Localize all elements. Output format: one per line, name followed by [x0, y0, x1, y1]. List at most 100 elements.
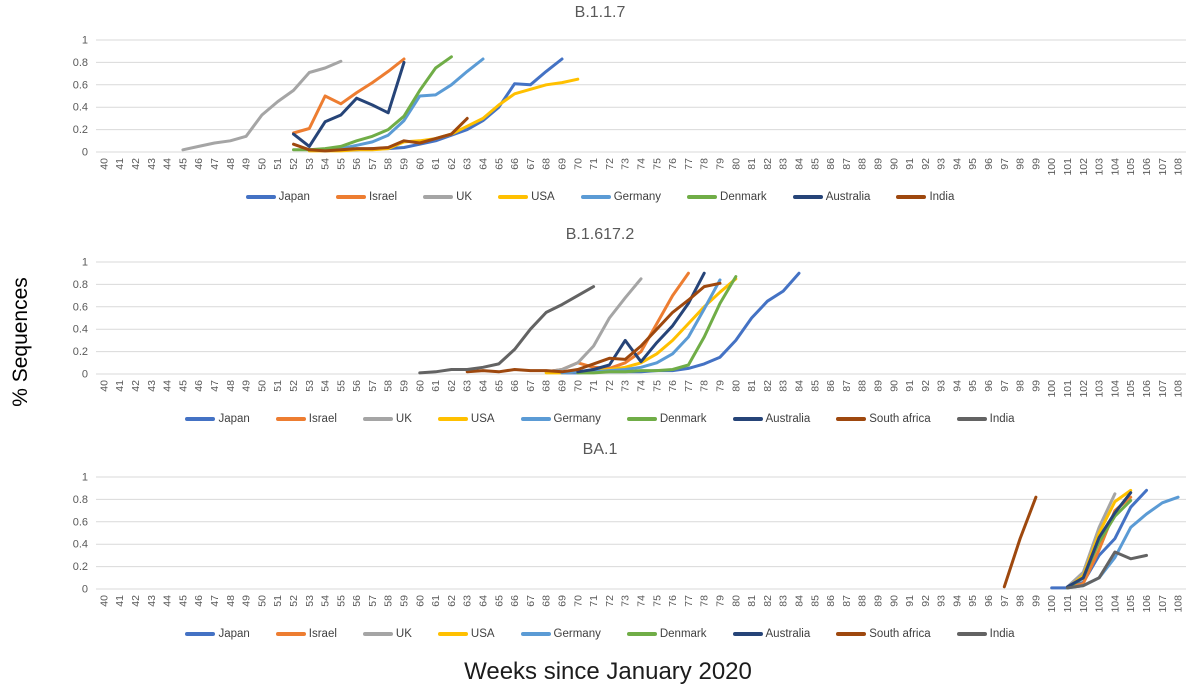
- series-line-india: [292, 116, 469, 153]
- legend-label: UK: [395, 413, 412, 425]
- x-tick-label: 74: [636, 595, 648, 607]
- x-tick-label: 73: [620, 595, 632, 607]
- x-tick-label: 71: [588, 380, 600, 392]
- x-tick-label: 108: [1173, 595, 1185, 613]
- legend-swatch-icon: [498, 195, 529, 199]
- x-tick-label: 75: [651, 595, 663, 607]
- x-tick-label: 102: [1078, 380, 1090, 398]
- x-tick-label: 84: [793, 380, 805, 392]
- x-tick-label: 53: [304, 595, 316, 607]
- x-tick-label: 88: [857, 595, 869, 607]
- x-tick-label: 57: [367, 595, 379, 607]
- legend-item-india: India: [956, 627, 1015, 641]
- x-tick-label: 101: [1062, 158, 1074, 176]
- legend-item-australia: Australia: [732, 627, 811, 641]
- series-line-australia: [1066, 491, 1133, 589]
- y-tick-label: 0: [82, 584, 88, 596]
- x-tick-label: 68: [541, 595, 553, 607]
- x-tick-label: 62: [446, 595, 458, 607]
- y-tick-label: 0: [82, 369, 88, 381]
- x-tick-label: 60: [414, 595, 426, 607]
- x-tick-label: 79: [714, 595, 726, 607]
- y-tick-label: 0.6: [73, 79, 88, 91]
- x-tick-label: 77: [683, 380, 695, 392]
- x-tick-label: 52: [288, 380, 300, 392]
- legend-swatch-icon: [956, 632, 987, 636]
- x-tick-label: 98: [1015, 380, 1027, 392]
- legend-swatch-icon: [437, 632, 468, 636]
- x-tick-label: 58: [383, 595, 395, 607]
- legend-label: South africa: [869, 628, 931, 640]
- x-tick-label: 107: [1157, 595, 1169, 613]
- series-line-germany: [307, 57, 485, 152]
- x-tick-label: 55: [335, 158, 347, 170]
- x-tick-label: 95: [967, 158, 979, 170]
- x-tick-label: 83: [778, 380, 790, 392]
- x-tick-label: 41: [114, 595, 126, 607]
- x-tick-label: 90: [888, 595, 900, 607]
- legend-swatch-icon: [185, 632, 216, 636]
- legend-item-uk: UK: [423, 190, 472, 204]
- legend-swatch-icon: [362, 632, 393, 636]
- chart-b16172: B.1.617.2 0 0.2 0.4 0.6 0.8 1 40 41 42 43 44 45 46 47…: [0, 222, 1200, 436]
- x-tick-label: 94: [951, 380, 963, 392]
- x-tick-label: 78: [699, 380, 711, 392]
- x-tick-label: 70: [572, 380, 584, 392]
- x-tick-label: 100: [1046, 380, 1058, 398]
- x-tick-label: 72: [604, 380, 616, 392]
- x-tick-label: 76: [667, 595, 679, 607]
- x-tick-label: 63: [462, 158, 474, 170]
- x-tick-label: 69: [557, 158, 569, 170]
- x-tick-label: 54: [320, 158, 332, 170]
- chart-title-ba1: BA.1: [582, 441, 618, 458]
- x-tick-label: 90: [888, 380, 900, 392]
- x-tick-label: 79: [714, 380, 726, 392]
- x-tick-label: 97: [999, 380, 1011, 392]
- x-tick-label: 84: [793, 158, 805, 170]
- x-tick-label: 76: [667, 380, 679, 392]
- legend-item-south-africa: South africa: [836, 412, 931, 426]
- x-tick-label: 99: [1030, 380, 1042, 392]
- legend-swatch-icon: [732, 632, 763, 636]
- legend-label: Denmark: [659, 413, 707, 425]
- x-tick-label: 108: [1173, 380, 1185, 398]
- legend-swatch-icon: [626, 632, 657, 636]
- y-tick-label: 0.6: [73, 301, 88, 313]
- legend-item-japan: Japan: [185, 412, 250, 426]
- x-tick-label: 40: [98, 595, 110, 607]
- x-tick-label: 98: [1015, 158, 1027, 170]
- x-tick-label: 88: [857, 158, 869, 170]
- x-tick-label: 75: [651, 158, 663, 170]
- legend-item-germany: Germany: [520, 627, 601, 641]
- chart-ba1: BA.1 0 0.2 0.4 0.6 0.8 1 40 41 42 43 44 45 46 47 48 49 5…: [0, 437, 1200, 651]
- x-tick-label: 54: [320, 380, 332, 392]
- legend-label: Australia: [765, 628, 811, 640]
- x-tick-label: 106: [1141, 158, 1153, 176]
- x-tick-label: 96: [983, 595, 995, 607]
- x-tick-label: 65: [493, 158, 505, 170]
- legend-item-india: India: [956, 412, 1015, 426]
- series-line-india: [1066, 550, 1148, 590]
- x-tick-label: 48: [225, 595, 237, 607]
- x-tick-label: 42: [130, 158, 142, 170]
- x-tick-label: 86: [825, 380, 837, 392]
- x-tick-label: 43: [146, 158, 158, 170]
- legend-label: USA: [470, 413, 495, 425]
- x-tick-label: 75: [651, 380, 663, 392]
- x-tick-label: 46: [193, 380, 205, 392]
- x-tick-label: 61: [430, 380, 442, 392]
- x-tick-label: 106: [1141, 595, 1153, 613]
- series-line-denmark: [292, 55, 453, 152]
- legend-swatch-icon: [335, 195, 366, 199]
- legend-item-australia: Australia: [732, 412, 810, 426]
- legend-swatch-icon: [245, 195, 276, 199]
- legend-item-germany: Germany: [580, 190, 661, 204]
- legend-label: Israel: [308, 628, 337, 640]
- x-tick-label: 45: [177, 380, 189, 392]
- legend-swatch-icon: [185, 417, 216, 421]
- x-tick-label: 80: [730, 158, 742, 170]
- x-tick-label: 87: [841, 595, 853, 607]
- series-line-uk: [544, 277, 643, 374]
- x-tick-label: 40: [98, 380, 110, 392]
- legend-label: Germany: [553, 413, 601, 425]
